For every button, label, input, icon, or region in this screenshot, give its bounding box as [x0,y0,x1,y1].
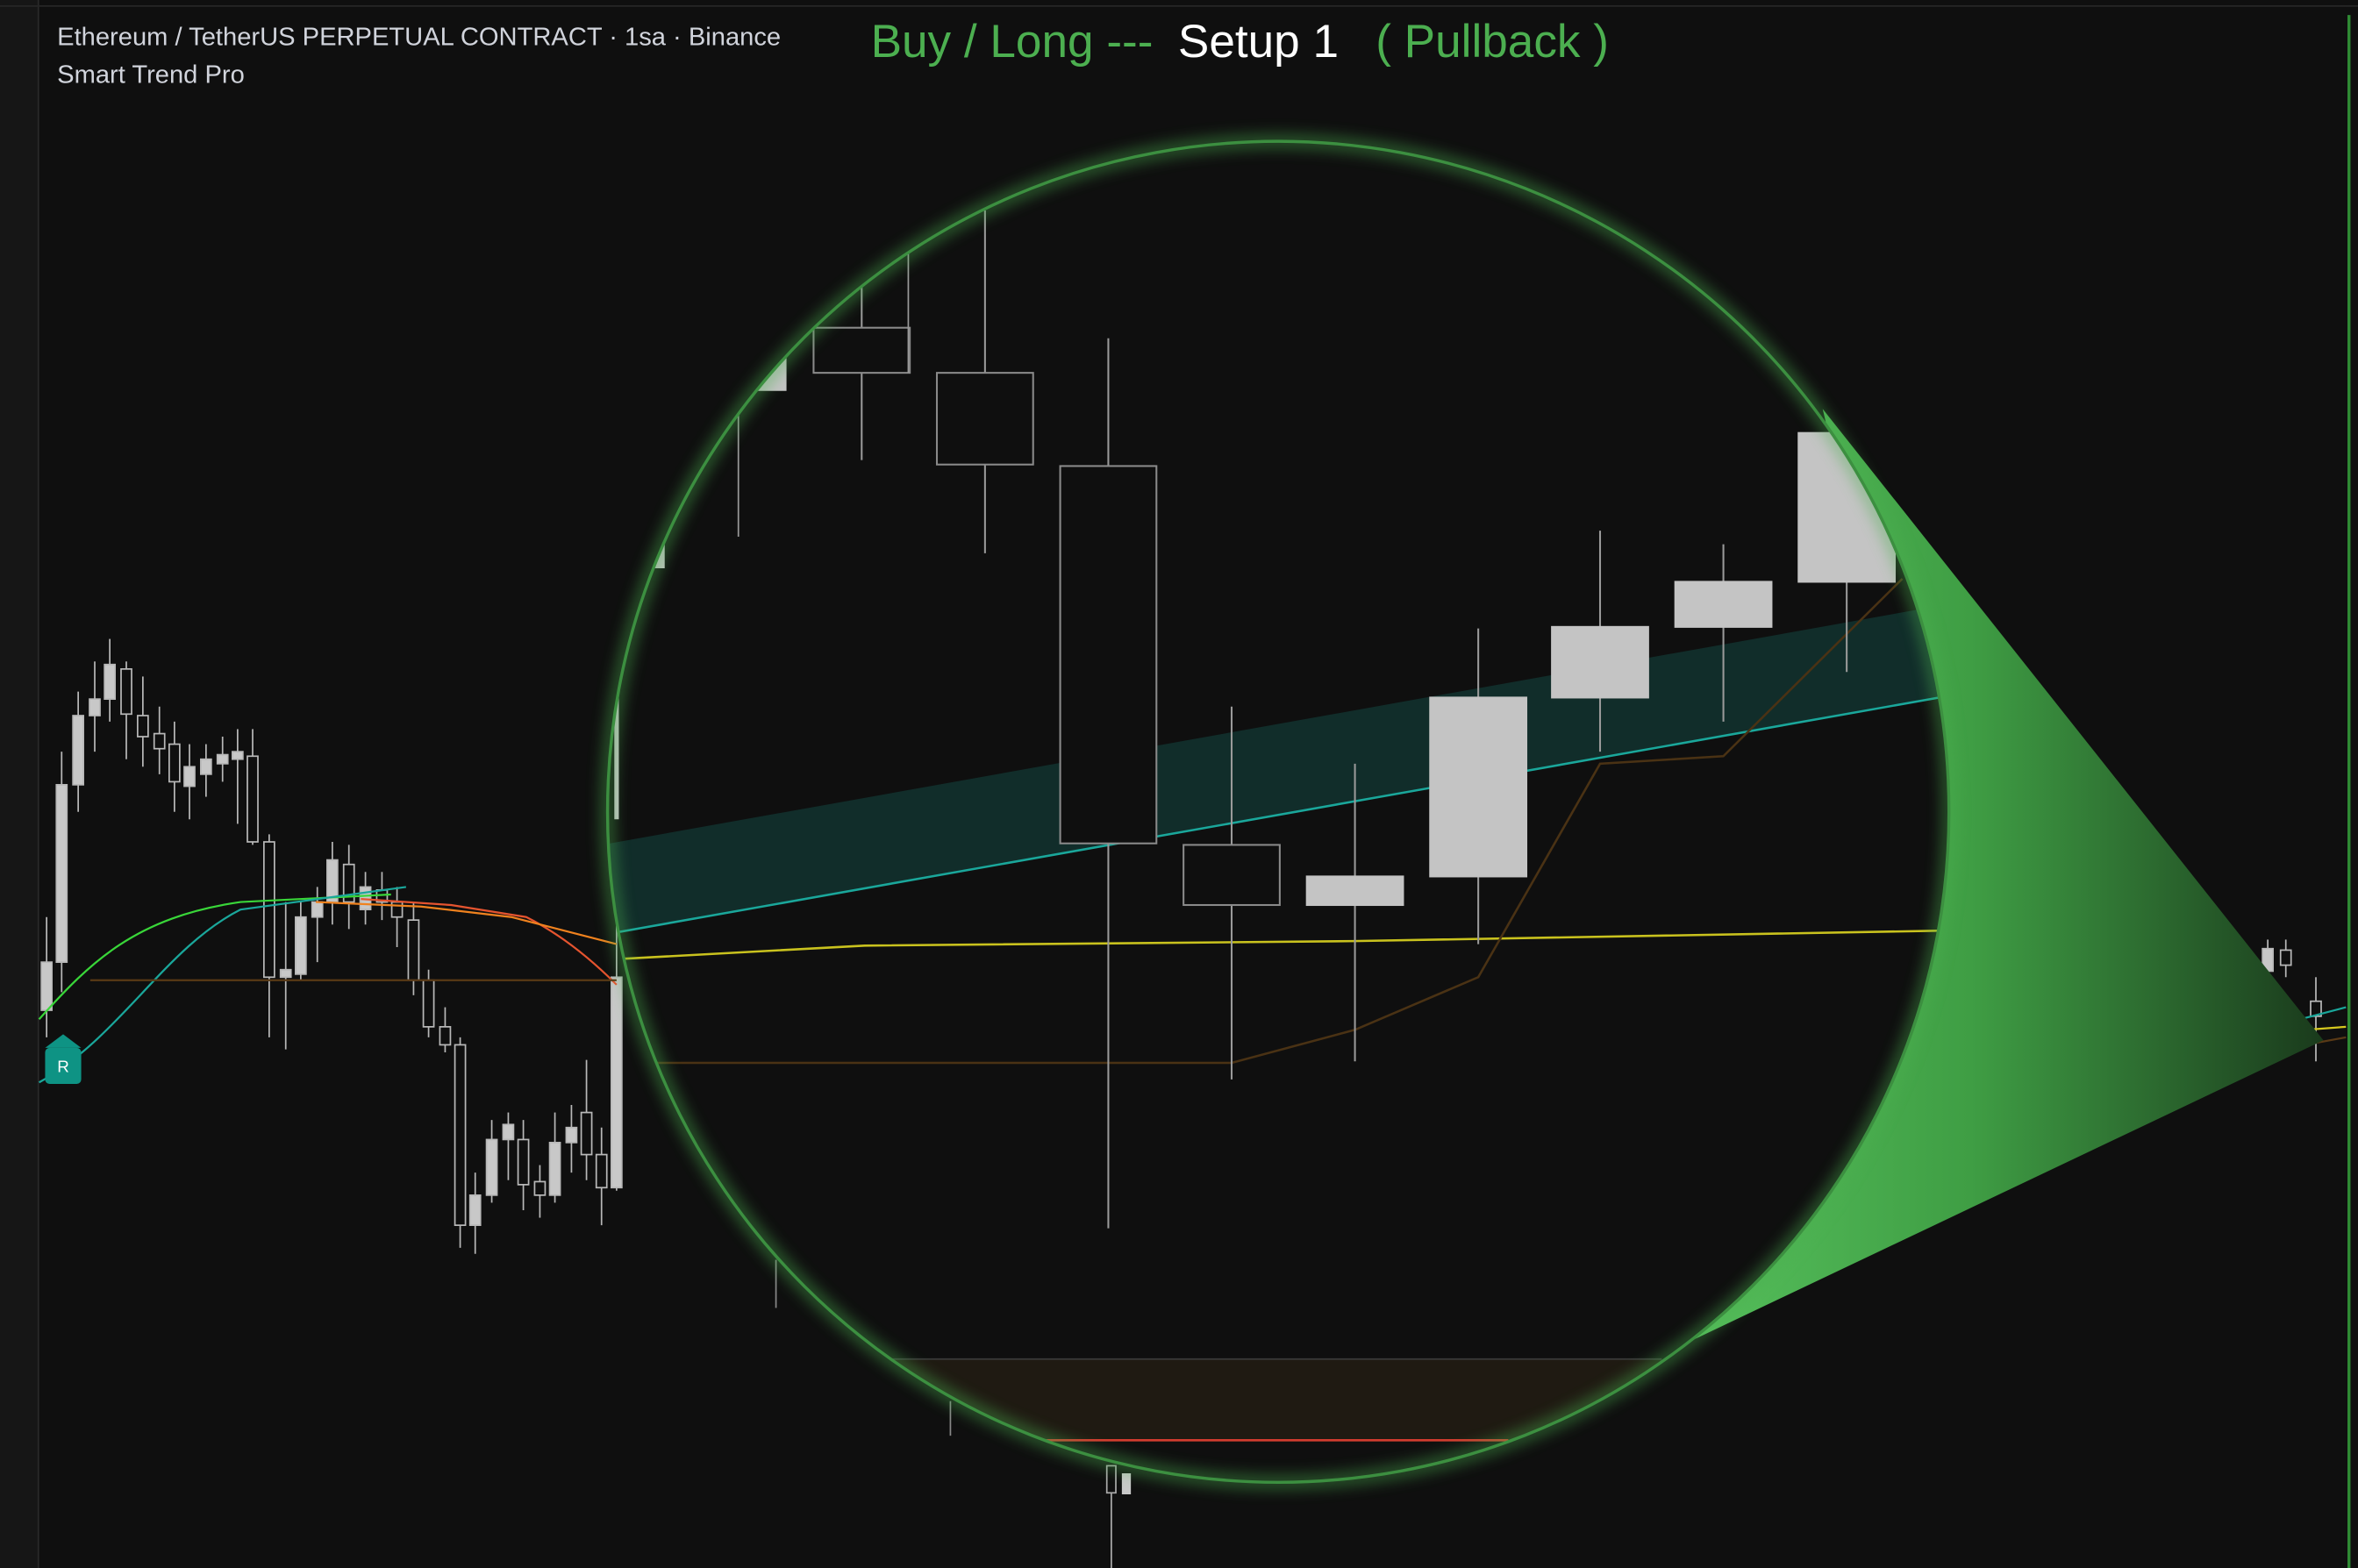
candle-body [2279,949,2292,966]
candle-body [485,1138,498,1196]
signal-title: Buy / Long --- Setup 1 ( Pullback ) [871,16,1609,68]
candle-body [232,751,244,760]
symbol-title: Ethereum / TetherUS PERPETUAL CONTRACT ·… [57,23,781,51]
candle-body [153,732,166,750]
candle-body [55,784,68,963]
candle-body [935,372,1034,466]
signal-type: ( Pullback ) [1376,16,1609,68]
candle-body [1674,581,1773,628]
candle-body [595,1153,608,1189]
candle-body [342,863,355,903]
candle-body [40,961,53,1011]
marker-label: R [57,1057,69,1075]
candle-body [1183,844,1281,907]
candle-body [89,698,101,716]
trend-line [607,695,1948,937]
indicator-name: Smart Trend Pro [57,61,245,89]
candle-body [120,668,132,716]
signal-setup: Setup 1 [1178,16,1339,68]
left-panel [0,0,38,1568]
candle-body [422,979,435,1028]
candle-body [1551,625,1649,699]
indicator-line [38,893,391,1021]
candle-body [137,715,149,738]
candle-body [183,766,196,788]
candle-body [295,916,307,975]
candle-body [104,663,116,700]
candle-body [610,976,623,1189]
indicator-line [315,901,618,945]
candle-body [168,743,181,783]
candle-body [247,755,259,843]
candle-body [439,1026,452,1046]
candle-body [1429,696,1528,878]
candle-body [1105,1465,1117,1494]
candle-body [2310,1000,2322,1017]
candle-body [199,758,212,775]
candle-body [311,901,324,918]
candle-body [468,1194,482,1226]
candle-body [1305,875,1404,907]
marker-badge [45,1047,82,1084]
candle-body [502,1123,515,1141]
candle-body [390,901,404,918]
candle-body [1121,1473,1132,1494]
candle-body [263,841,275,979]
signal-direction: Buy / Long --- [871,16,1154,68]
candle-body [454,1044,467,1226]
candle-body [533,1180,547,1196]
candle-body [216,753,229,765]
candle-body [580,1111,593,1156]
magnifier-rim [605,139,1951,1484]
candle-body [548,1142,561,1196]
candle-body [517,1138,530,1186]
candle-body [812,326,911,374]
candle-body [72,715,84,786]
candle-body [407,919,420,981]
candle-body [565,1126,578,1144]
candle-body [279,968,292,979]
indicator-line [361,898,618,986]
candle-body [1059,465,1158,845]
marker-badge-tip [45,1034,82,1048]
